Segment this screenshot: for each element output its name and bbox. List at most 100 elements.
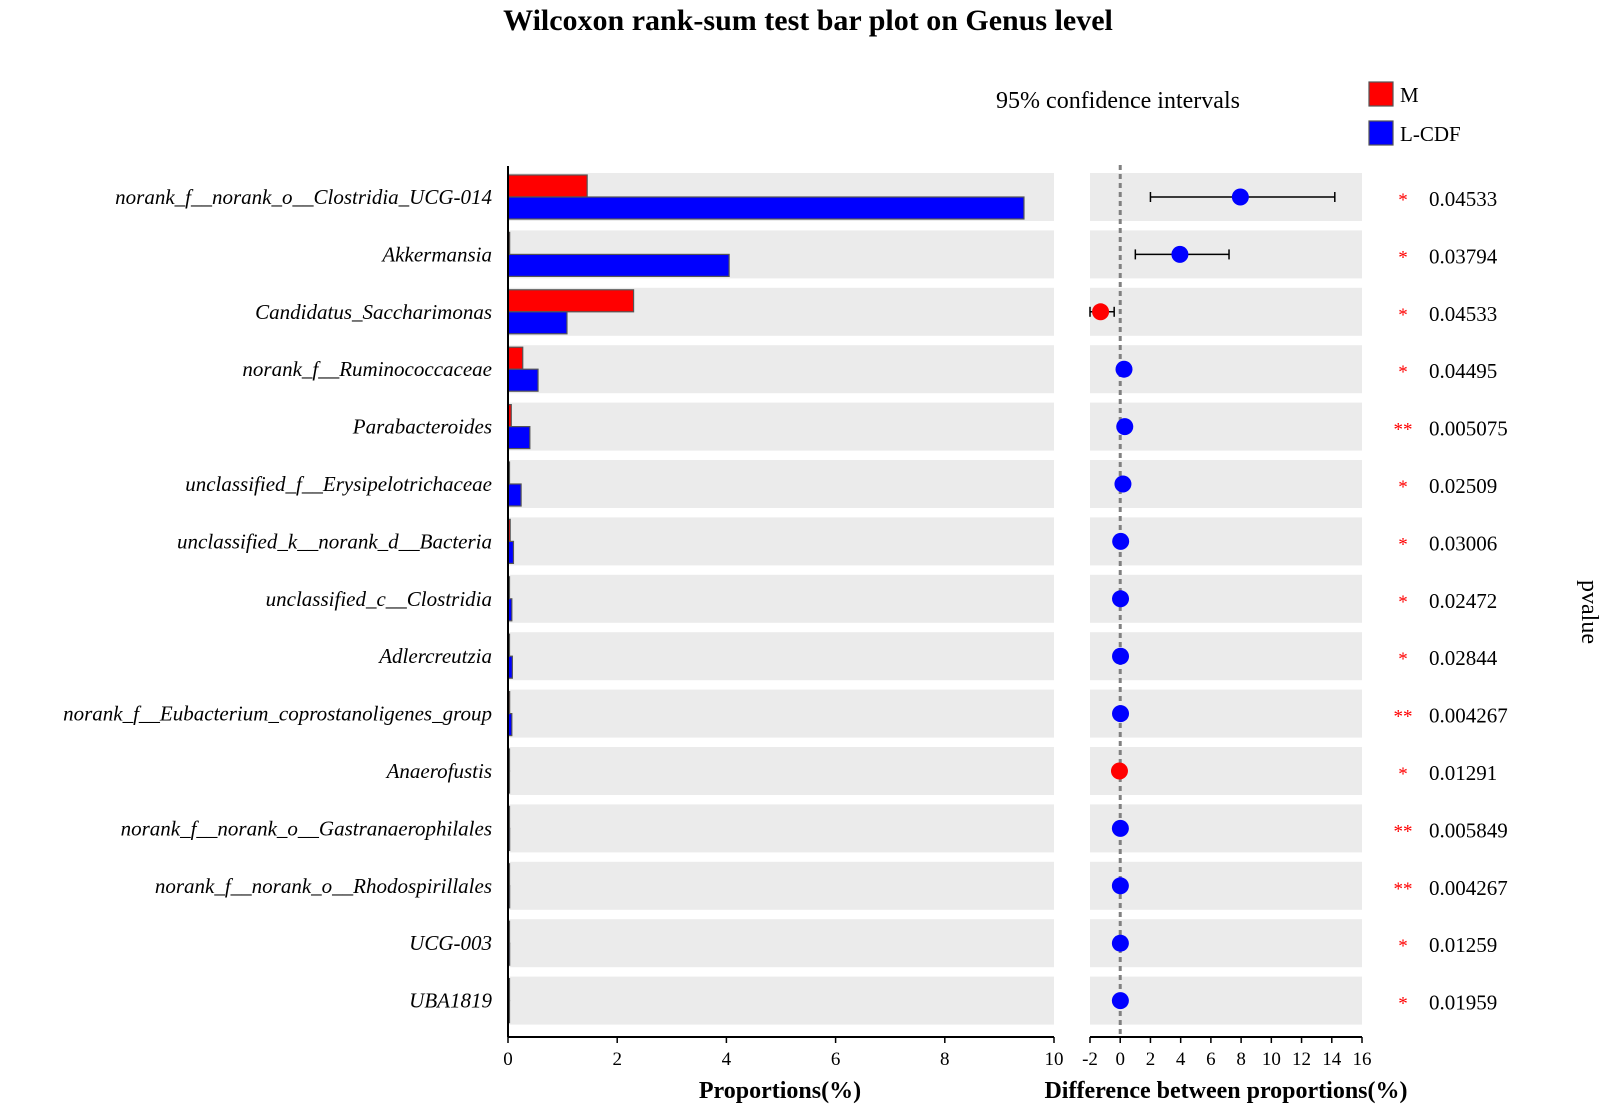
row-background: [508, 861, 1054, 910]
row-background: [1090, 574, 1362, 623]
legend: M L-CDF: [1368, 81, 1461, 146]
difference-point: [1111, 934, 1129, 952]
row-background: [1090, 919, 1362, 968]
significance-stars: *: [1398, 190, 1408, 211]
row-background: [508, 517, 1054, 566]
pvalue-text: 0.01259: [1429, 933, 1497, 957]
pvalue-text: 0.04533: [1429, 187, 1497, 211]
pvalue-text: 0.01291: [1429, 761, 1497, 785]
category-label: unclassified_c__Clostridia: [266, 587, 492, 611]
difference-point: [1112, 532, 1130, 550]
significance-stars: *: [1398, 247, 1408, 268]
bar-M: [507, 346, 524, 370]
difference-point: [1111, 819, 1129, 837]
category-label: norank_f__norank_o__Rhodospirillales: [155, 874, 492, 898]
category-label: unclassified_k__norank_d__Bacteria: [177, 529, 492, 553]
difference-point: [1115, 360, 1133, 378]
row-background: [508, 747, 1054, 795]
significance-stars: *: [1398, 305, 1408, 326]
row-background: [1090, 861, 1362, 910]
row-background: [1090, 804, 1362, 853]
x-tick-label: 2: [1146, 1049, 1156, 1070]
pvalue-text: 0.005849: [1429, 818, 1508, 842]
significance-stars: **: [1394, 821, 1413, 842]
pvalue-column: * 0.04533* 0.03794* 0.04533* 0.04495** 0.0050…: [1394, 187, 1508, 1015]
row-background: [508, 689, 1054, 738]
difference-point: [1171, 245, 1189, 263]
difference-point: [1112, 647, 1130, 665]
row-background: [1090, 689, 1362, 738]
pvalue-text: 0.02509: [1429, 474, 1497, 498]
x-tick-label: 12: [1292, 1049, 1311, 1070]
x-tick-label: 8: [1236, 1049, 1246, 1070]
x-tick-label: 6: [1206, 1049, 1216, 1070]
category-label: Parabacteroides: [352, 415, 492, 439]
bar-L-CDF: [507, 368, 539, 392]
significance-stars: *: [1398, 592, 1408, 613]
row-background: [1090, 632, 1362, 681]
category-label: Anaerofustis: [385, 759, 492, 783]
category-label: norank_f__Ruminococcaceae: [242, 357, 492, 381]
significance-stars: *: [1398, 994, 1408, 1015]
row-background: [1090, 345, 1362, 394]
pvalue-text: 0.005075: [1429, 417, 1508, 441]
pvalue-text: 0.004267: [1429, 876, 1508, 900]
bar-L-CDF: [507, 426, 531, 450]
category-label: norank_f__norank_o__Gastranaerophilales: [121, 816, 492, 840]
category-label: Candidatus_Saccharimonas: [255, 300, 492, 324]
category-label: UBA1819: [409, 989, 492, 1013]
row-background: [1090, 747, 1362, 795]
x-tick-label: 4: [722, 1049, 732, 1070]
row-background: [508, 574, 1054, 623]
pvalue-text: 0.03794: [1429, 244, 1498, 268]
difference-point: [1110, 762, 1128, 780]
x-tick-label: 0: [503, 1049, 513, 1070]
significance-stars: **: [1394, 420, 1413, 441]
x-tick-label: 10: [1045, 1049, 1064, 1070]
bar-L-CDF: [507, 196, 1025, 220]
significance-stars: **: [1394, 879, 1413, 900]
significance-stars: *: [1398, 534, 1408, 555]
row-background: [1090, 402, 1362, 451]
x-tick-label: 10: [1262, 1049, 1281, 1070]
row-background: [508, 632, 1054, 681]
row-background: [1090, 460, 1362, 508]
row-background: [1090, 517, 1362, 566]
x-tick-label: 14: [1322, 1049, 1342, 1070]
x-tick-label: 2: [612, 1049, 622, 1070]
difference-point: [1116, 418, 1134, 436]
ci-title: 95% confidence intervals: [996, 88, 1240, 114]
row-background: [508, 919, 1054, 968]
difference-point: [1092, 303, 1110, 321]
bar-M: [507, 289, 635, 313]
significance-stars: *: [1398, 477, 1408, 498]
legend-swatch-M: [1368, 81, 1394, 107]
row-background: [1090, 976, 1362, 1025]
x-tick-label: 16: [1353, 1049, 1372, 1070]
difference-point: [1111, 992, 1129, 1010]
x-tick-label: 4: [1176, 1049, 1186, 1070]
legend-label-L-CDF: L-CDF: [1400, 122, 1461, 146]
row-background: [508, 345, 1054, 394]
bar-L-CDF: [507, 311, 568, 335]
difference-point: [1112, 590, 1130, 608]
category-label: UCG-003: [409, 931, 492, 955]
row-background: [508, 402, 1054, 451]
pvalue-text: 0.04533: [1429, 302, 1497, 326]
bar-M: [507, 174, 588, 198]
legend-swatch-L-CDF: [1368, 120, 1394, 146]
chart-title: Wilcoxon rank-sum test bar plot on Genus…: [503, 4, 1113, 37]
pvalue-text: 0.02844: [1429, 646, 1498, 670]
x-tick-label: 8: [940, 1049, 950, 1070]
significance-stars: *: [1398, 362, 1408, 383]
bar-L-CDF: [507, 253, 730, 277]
row-background: [508, 460, 1054, 508]
row-background: [508, 804, 1054, 853]
significance-stars: *: [1398, 649, 1408, 670]
difference-point: [1114, 475, 1132, 493]
row-background: [1090, 287, 1362, 336]
pvalue-axis-title: pvalue: [1576, 580, 1601, 644]
difference-point: [1231, 188, 1249, 206]
row-background: [508, 976, 1054, 1025]
